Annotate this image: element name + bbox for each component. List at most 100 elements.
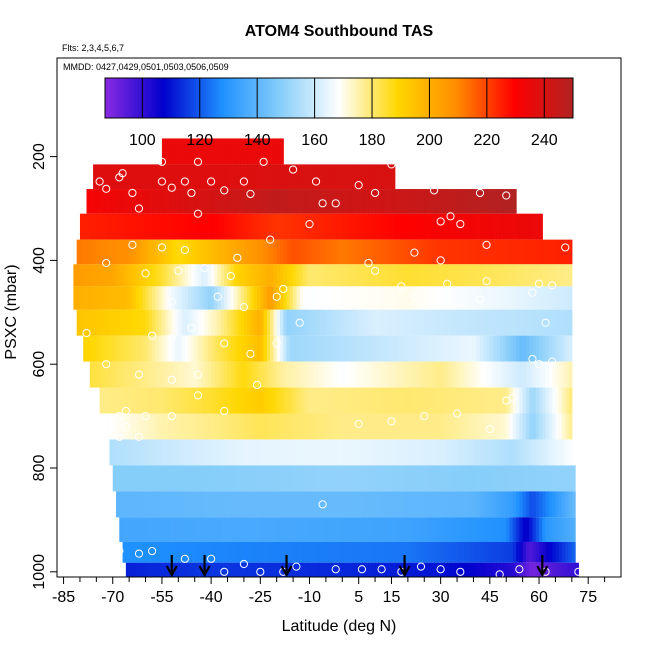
heatmap-cell [365, 439, 370, 466]
observation-point [115, 432, 124, 441]
heatmap-cell [178, 264, 183, 287]
heatmap-cell [352, 387, 356, 414]
heatmap-cell [220, 465, 225, 492]
heatmap-cell [378, 491, 383, 518]
heatmap-cell [250, 309, 255, 336]
heatmap-cell [335, 387, 340, 414]
heatmap-cell [217, 264, 222, 287]
heatmap-cell [522, 213, 527, 240]
heatmap-cell [457, 439, 461, 466]
heatmap-cell [99, 239, 104, 265]
heatmap-cell [319, 189, 324, 214]
heatmap-cell [237, 264, 242, 287]
heatmap-cell [220, 439, 225, 466]
heatmap-cell [496, 439, 501, 466]
heatmap-cell [257, 164, 261, 190]
heatmap-cell [234, 213, 238, 240]
heatmap-cell [138, 286, 143, 310]
heatmap-cell [555, 335, 560, 362]
heatmap-cell [371, 335, 376, 362]
y-tick-label: 400 [31, 247, 48, 274]
observation-point [115, 412, 124, 421]
heatmap-cell [253, 562, 258, 577]
colorbar-tick-label: 160 [301, 132, 328, 149]
heatmap-cell [361, 286, 366, 310]
heatmap-cell [339, 189, 343, 214]
heatmap-cell [227, 264, 232, 287]
heatmap-cell [106, 413, 111, 440]
heatmap-cell [361, 465, 366, 492]
heatmap-cell [250, 264, 255, 287]
heatmap-cell [309, 439, 314, 466]
heatmap-cell [453, 189, 458, 214]
heatmap-cell [407, 189, 412, 214]
heatmap-cell [263, 164, 268, 190]
heatmap-cell [135, 439, 140, 466]
heatmap-cell [178, 439, 183, 466]
heatmap-cell [132, 309, 137, 336]
heatmap-cell [414, 439, 419, 466]
heatmap-cell [283, 517, 288, 542]
heatmap-cell [224, 465, 229, 492]
heatmap-cell [227, 213, 232, 240]
heatmap-cell [424, 239, 429, 265]
heatmap-cell [184, 465, 189, 492]
heatmap-cell [565, 239, 570, 265]
heatmap-cell [545, 439, 550, 466]
heatmap-cell [440, 239, 445, 265]
heatmap-cell [289, 309, 294, 336]
heatmap-cell [214, 562, 219, 577]
heatmap-cell [286, 213, 291, 240]
heatmap-cell [489, 335, 494, 362]
heatmap-cell [463, 491, 468, 518]
heatmap-cell [424, 439, 429, 466]
heatmap-cell [565, 562, 570, 577]
heatmap-cell [502, 361, 507, 388]
heatmap-cell [486, 361, 491, 388]
heatmap-cell [148, 189, 153, 214]
heatmap-cell [358, 517, 363, 542]
heatmap-cell [175, 239, 179, 265]
heatmap-cell [420, 517, 425, 542]
heatmap-cell [279, 309, 284, 336]
heatmap-cell [247, 387, 252, 414]
x-tick-label: -55 [150, 589, 173, 606]
heatmap-cell [132, 517, 137, 542]
heatmap-cell [211, 189, 215, 214]
x-tick-label: 45 [481, 589, 499, 606]
heatmap-cell [361, 309, 366, 336]
heatmap-cell [361, 562, 366, 577]
heatmap-cell [384, 541, 389, 563]
heatmap-cell [152, 239, 156, 265]
heatmap-cell [411, 286, 416, 310]
heatmap-cell [79, 264, 84, 287]
heatmap-cell [424, 361, 429, 388]
heatmap-cell [155, 541, 160, 563]
observation-point [397, 282, 406, 291]
heatmap-cell [516, 491, 520, 518]
heatmap-cell [191, 264, 196, 287]
heatmap-cell [201, 491, 206, 518]
heatmap-cell [525, 239, 530, 265]
heatmap-cell [391, 439, 396, 466]
heatmap-cell [201, 309, 206, 336]
heatmap-cell [129, 264, 134, 287]
heatmap-cell [355, 387, 360, 414]
heatmap-cell [279, 361, 284, 388]
colorbar-tick-label: 140 [244, 132, 271, 149]
heatmap-cell [473, 286, 478, 310]
heatmap-cell [575, 562, 579, 577]
heatmap-cell [335, 361, 340, 388]
heatmap-cell [243, 413, 248, 440]
heatmap-cell [240, 239, 245, 265]
heatmap-cell [355, 189, 360, 214]
heatmap-cell [388, 387, 393, 414]
heatmap-cell [171, 361, 176, 388]
heatmap-cell [414, 541, 419, 563]
heatmap-cell [102, 309, 107, 336]
heatmap-cell [230, 309, 235, 336]
heatmap-cell [96, 309, 101, 336]
heatmap-cell [388, 491, 393, 518]
heatmap-cell [480, 465, 484, 492]
heatmap-cell [496, 465, 501, 492]
